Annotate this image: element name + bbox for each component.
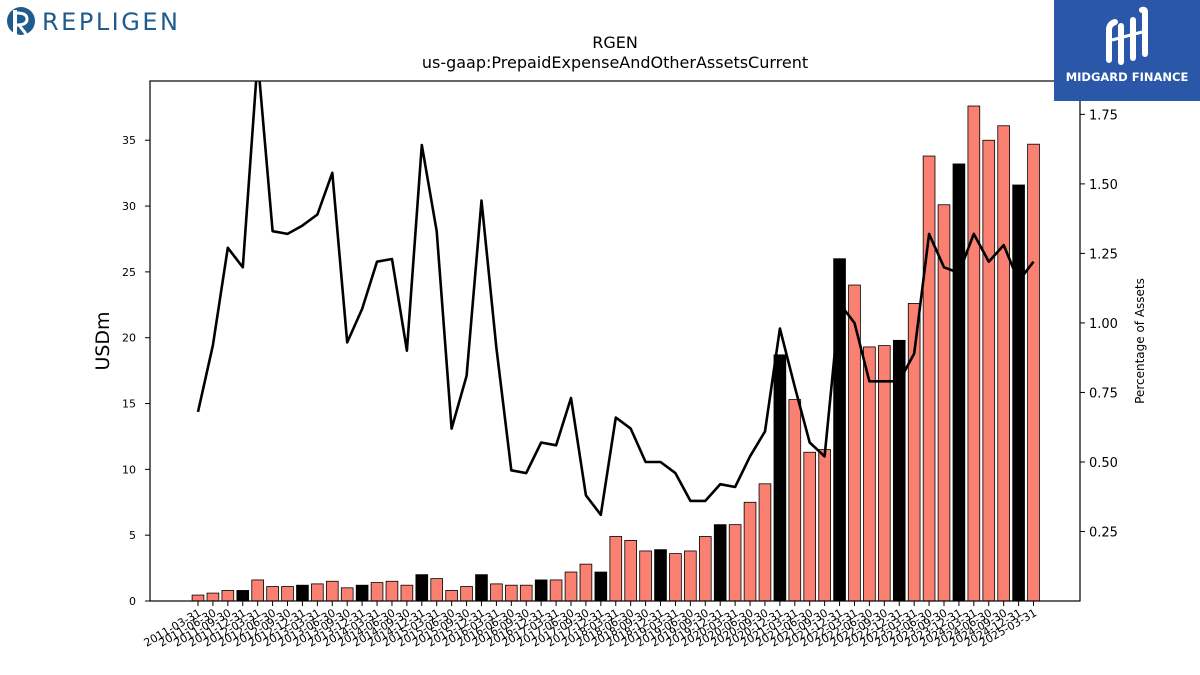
bar — [549, 579, 563, 602]
bar — [639, 550, 652, 602]
y2-tick-label: 1.50 — [1089, 178, 1118, 193]
bar — [609, 536, 623, 602]
bar — [758, 483, 772, 602]
y-tick-label: 0 — [129, 595, 136, 608]
y2-tick-label: 0.75 — [1089, 386, 1118, 401]
chart-subtitle: us-gaap:PrepaidExpenseAndOtherAssetsCurr… — [422, 53, 808, 72]
bar — [325, 580, 339, 602]
badge-label: MIDGARD FINANCE — [1065, 70, 1189, 84]
bar — [340, 587, 354, 602]
plot-frame — [149, 80, 1081, 602]
bar — [818, 449, 831, 602]
bar — [505, 584, 518, 602]
bar — [1027, 143, 1040, 602]
repligen-logo-icon — [7, 7, 35, 36]
bar — [221, 590, 235, 602]
y-tick-label: 25 — [122, 266, 136, 279]
y-tick-label: 10 — [122, 463, 136, 476]
series-line — [196, 81, 1035, 517]
bar — [594, 571, 608, 602]
bar — [743, 501, 757, 602]
bar — [415, 574, 429, 602]
bar — [788, 399, 802, 602]
bar — [430, 578, 444, 602]
bar — [997, 125, 1010, 602]
bar — [684, 550, 697, 602]
company-name: REPLIGEN — [42, 8, 181, 36]
bar — [669, 553, 682, 602]
y-axis-label: USDm — [92, 311, 114, 370]
bar — [475, 574, 488, 602]
y-tick-label: 20 — [122, 332, 136, 345]
y2-tick-label: 1.00 — [1089, 317, 1118, 332]
y2-tick-label: 1.75 — [1089, 108, 1118, 123]
bar — [236, 590, 250, 602]
midgard-finance-badge: MIDGARD FINANCE — [1054, 0, 1200, 101]
repligen-logo: REPLIGEN — [6, 4, 180, 40]
bar — [296, 584, 309, 602]
bar — [400, 584, 414, 602]
bar — [445, 590, 458, 602]
y-tick-label: 30 — [122, 200, 136, 213]
bar — [534, 579, 548, 602]
chart-marks: 0 5 10 15 20 25 30 35 0.25 0.50 0.75 1.00 1.25 1.50 1.… — [122, 81, 1118, 650]
bar — [370, 582, 384, 602]
y-tick-label: 5 — [129, 529, 136, 542]
bar — [624, 540, 637, 602]
bar — [698, 536, 712, 602]
bar — [922, 155, 936, 602]
bar — [191, 594, 205, 602]
bar — [654, 549, 667, 602]
y2-tick-label: 0.50 — [1089, 456, 1118, 471]
y2-tick-label: 0.25 — [1089, 525, 1118, 540]
y-tick-label: 35 — [122, 134, 136, 147]
bar — [728, 524, 742, 602]
chart-title: RGEN — [592, 33, 638, 52]
bar — [803, 451, 817, 602]
y-tick-label: 15 — [122, 398, 136, 411]
bar — [311, 583, 324, 602]
midgard-logo-icon — [1106, 6, 1148, 65]
bar — [713, 524, 727, 602]
bar — [490, 583, 503, 602]
y2-axis-label: Percentage of Assets — [1133, 278, 1147, 404]
bar — [848, 284, 861, 602]
bar — [385, 580, 399, 602]
bar — [967, 105, 981, 602]
bar — [281, 586, 294, 602]
bar — [773, 354, 787, 602]
bar — [519, 584, 533, 602]
bar — [1012, 184, 1025, 602]
bar — [952, 163, 966, 602]
bar — [579, 563, 593, 602]
bar — [982, 139, 996, 602]
bar — [251, 579, 264, 602]
bar — [355, 584, 369, 602]
y2-tick-label: 1.25 — [1089, 247, 1118, 262]
bar — [460, 586, 473, 602]
bar — [878, 345, 891, 602]
bar — [863, 346, 876, 602]
bar — [564, 571, 578, 602]
bar — [206, 592, 220, 602]
bar — [266, 586, 279, 602]
